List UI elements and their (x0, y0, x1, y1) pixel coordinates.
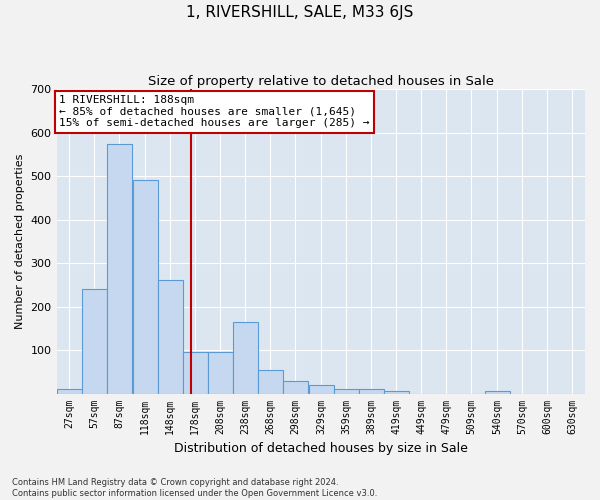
Bar (485, 392, 510, 394)
Bar (258, 370, 283, 394)
Text: 1, RIVERSHILL, SALE, M33 6JS: 1, RIVERSHILL, SALE, M33 6JS (187, 5, 413, 20)
Bar (82, 289, 107, 394)
Bar (283, 380, 308, 394)
Text: Contains HM Land Registry data © Crown copyright and database right 2024.
Contai: Contains HM Land Registry data © Crown c… (12, 478, 377, 498)
Bar (233, 322, 258, 394)
Text: 1 RIVERSHILL: 188sqm
← 85% of detached houses are smaller (1,645)
15% of semi-de: 1 RIVERSHILL: 188sqm ← 85% of detached h… (59, 96, 370, 128)
Bar (308, 385, 334, 394)
Bar (107, 144, 131, 394)
Bar (384, 392, 409, 394)
Y-axis label: Number of detached properties: Number of detached properties (15, 154, 25, 329)
Bar (208, 352, 233, 394)
Title: Size of property relative to detached houses in Sale: Size of property relative to detached ho… (148, 75, 494, 88)
Bar (182, 352, 208, 394)
Bar (359, 389, 384, 394)
Bar (158, 280, 182, 394)
Bar (133, 180, 158, 394)
Bar (56, 389, 82, 394)
Bar (334, 389, 359, 394)
X-axis label: Distribution of detached houses by size in Sale: Distribution of detached houses by size … (174, 442, 468, 455)
